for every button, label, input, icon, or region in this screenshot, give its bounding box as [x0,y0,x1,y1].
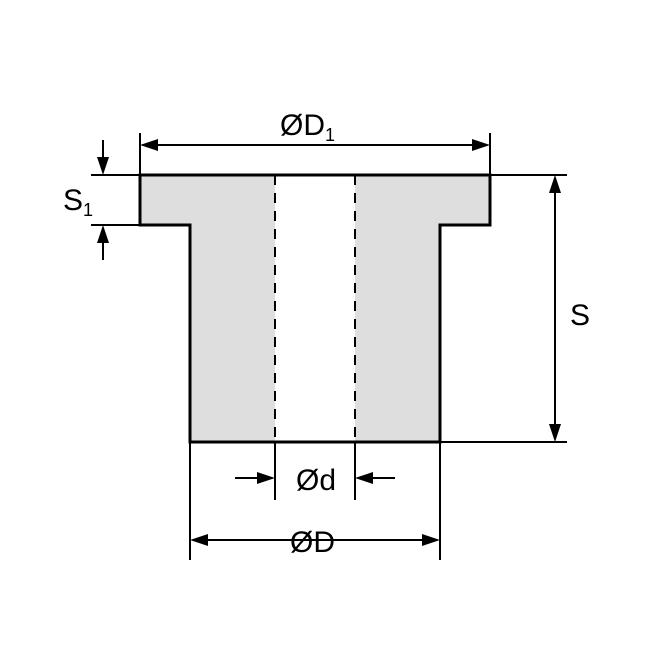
label-S1: S1 [63,184,93,220]
arrowhead-left [190,534,208,546]
arrowhead-down [549,424,561,442]
label-D: ØD [290,526,335,559]
label-D1: ØD1 [280,109,335,145]
arrowhead-up [549,175,561,193]
arrowhead-right [422,534,440,546]
arrowhead-left [355,472,373,484]
label-S: S [570,299,590,332]
label-d: Ød [296,464,336,497]
section-right [355,175,490,442]
section-left [140,175,275,442]
arrowhead-left [140,139,158,151]
arrowhead-up [97,225,109,243]
arrowhead-right [472,139,490,151]
arrowhead-down [97,157,109,175]
arrowhead-right [257,472,275,484]
bushing-cross-section-diagram: ØD1 Ød ØD S S1 [0,0,671,670]
